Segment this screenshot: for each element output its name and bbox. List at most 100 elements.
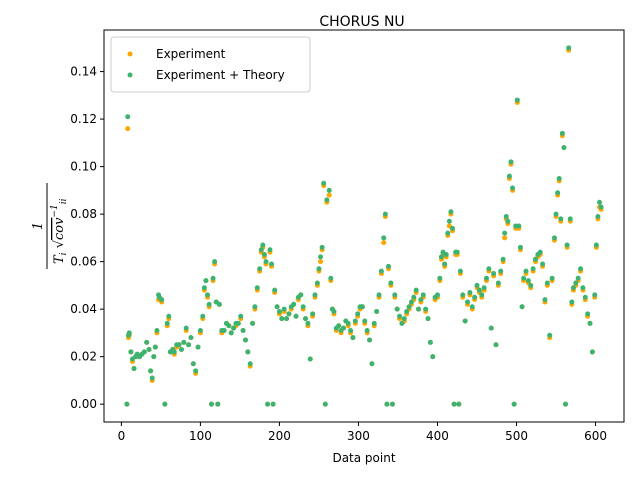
data-point	[563, 401, 569, 407]
series-experiment-theory	[124, 45, 604, 407]
data-point	[279, 316, 285, 322]
data-point	[430, 354, 436, 360]
data-point	[305, 320, 311, 326]
x-tick-label: 400	[426, 429, 449, 443]
data-point	[569, 299, 575, 305]
data-point	[570, 285, 576, 291]
data-point	[146, 347, 152, 353]
data-point	[425, 316, 431, 322]
data-markers	[124, 45, 604, 407]
data-point	[523, 268, 529, 274]
data-point	[331, 309, 337, 315]
data-point	[318, 259, 324, 265]
data-point	[186, 342, 192, 348]
legend-label-experiment-theory: Experiment + Theory	[156, 68, 285, 82]
data-point	[345, 320, 351, 326]
data-point	[511, 401, 517, 407]
data-point	[197, 328, 203, 334]
data-point	[128, 349, 134, 355]
data-point	[505, 218, 511, 224]
data-point	[488, 325, 494, 331]
data-point	[359, 304, 365, 310]
data-point	[413, 287, 419, 293]
data-point	[166, 313, 172, 319]
data-point	[592, 292, 598, 298]
data-point	[171, 349, 177, 355]
data-point	[435, 292, 440, 298]
data-point	[263, 259, 269, 265]
data-point	[328, 275, 334, 281]
data-point	[149, 375, 155, 381]
data-point	[200, 313, 206, 319]
data-point	[498, 268, 504, 274]
data-point	[582, 294, 588, 300]
data-point	[205, 292, 211, 298]
data-point	[254, 285, 260, 291]
data-point	[314, 280, 320, 286]
data-point	[530, 266, 536, 272]
data-point	[549, 275, 555, 281]
data-point	[547, 332, 553, 338]
data-point	[525, 278, 531, 284]
data-point	[164, 320, 170, 326]
data-point	[500, 256, 506, 262]
data-point	[386, 263, 391, 269]
data-point	[215, 401, 221, 407]
data-point	[389, 401, 395, 407]
data-point	[326, 187, 332, 193]
data-point	[159, 297, 165, 303]
y-tick-label: 0.02	[70, 350, 97, 364]
data-point	[141, 349, 147, 355]
data-point	[597, 199, 602, 205]
data-point	[423, 306, 429, 312]
data-point	[406, 304, 412, 310]
data-point	[208, 401, 214, 407]
data-point	[210, 275, 216, 281]
data-point	[388, 280, 394, 286]
data-point	[124, 401, 130, 407]
chart-title: CHORUS NU	[319, 14, 404, 30]
y-tick-label: 0.04	[70, 302, 97, 316]
data-point	[587, 320, 593, 326]
data-point	[502, 230, 508, 236]
data-point	[326, 192, 332, 198]
data-point	[442, 261, 448, 267]
data-point	[284, 316, 290, 322]
data-point	[448, 209, 454, 215]
data-point	[144, 339, 150, 345]
x-tick-label: 600	[584, 429, 607, 443]
data-point	[427, 339, 433, 345]
y-tick-label: 0.08	[70, 207, 97, 221]
data-point	[322, 401, 328, 407]
data-point	[472, 294, 478, 300]
data-point	[418, 297, 424, 303]
series-experiment	[124, 47, 604, 407]
data-point	[521, 275, 527, 281]
data-point	[286, 311, 292, 317]
data-point	[126, 330, 132, 336]
y-axis-label-numerator: 1	[31, 222, 46, 230]
data-point	[298, 292, 304, 298]
data-point	[382, 211, 388, 217]
data-point	[502, 235, 508, 241]
y-axis-label-denominator: Ti √cov−1ii	[50, 198, 69, 264]
legend-box	[110, 36, 311, 93]
data-point	[438, 254, 444, 260]
data-point	[310, 311, 316, 317]
data-point	[231, 325, 237, 331]
data-point	[476, 287, 482, 293]
data-point	[162, 401, 168, 407]
x-tick-label: 100	[189, 429, 212, 443]
data-point	[291, 301, 297, 307]
data-point	[176, 342, 182, 348]
data-point	[479, 292, 485, 298]
data-point	[260, 242, 266, 248]
data-point	[495, 280, 501, 286]
y-axis: 0.00 0.02 0.04 0.06 0.08 0.10 0.12 0.14	[70, 65, 104, 411]
data-point	[555, 190, 561, 196]
y-tick-label: 0.06	[70, 255, 97, 269]
data-point	[307, 356, 313, 362]
data-point	[551, 235, 557, 241]
data-point	[247, 361, 253, 367]
